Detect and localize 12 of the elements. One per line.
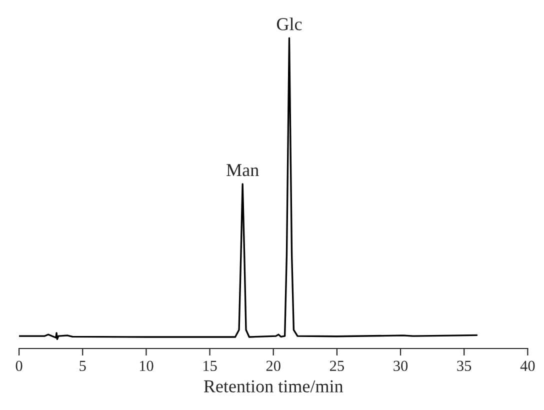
x-tick-label: 35	[457, 360, 472, 372]
x-tick-label: 20	[266, 360, 280, 372]
x-tick-label: 5	[80, 360, 86, 372]
x-tick-label: 15	[203, 360, 217, 372]
annotation: Glc	[276, 18, 302, 30]
x-tick-label: 40	[520, 360, 535, 372]
x-tick-label: 0	[16, 360, 22, 372]
x-axis-title: Retention time/min	[204, 380, 344, 392]
annotation: Man	[226, 164, 259, 176]
x-tick-label: 10	[140, 360, 154, 372]
x-tick-label: 30	[394, 360, 408, 372]
x-tick-label: 25	[330, 360, 344, 372]
